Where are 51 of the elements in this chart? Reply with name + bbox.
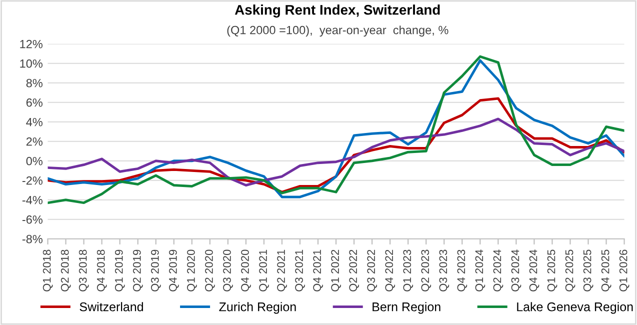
chart-title: Asking Rent Index, Switzerland <box>234 4 440 18</box>
y-tick-label: -2% <box>22 176 42 185</box>
y-tick-label: -4% <box>22 196 42 204</box>
x-tick-label: Q4 2025 <box>601 250 612 292</box>
x-tick-label: Q2 2018 <box>60 250 71 292</box>
x-tick-label: Q2 2021 <box>277 250 287 292</box>
y-tick-label: 8% <box>26 78 42 88</box>
x-tick-label: Q3 2020 <box>223 250 233 292</box>
y-tick-label: 12% <box>20 40 42 48</box>
x-tick-label: Q1 2019 <box>114 250 125 292</box>
x-tick-label: Q3 2022 <box>367 250 378 292</box>
x-tick-label: Q1 2026 <box>619 250 630 292</box>
x-tick-label: Q3 2021 <box>295 250 305 292</box>
x-tick-label: Q3 2019 <box>150 250 161 292</box>
legend-label: Switzerland <box>80 302 143 312</box>
y-tick-label: 4% <box>26 118 42 126</box>
x-tick-label: Q4 2022 <box>385 250 396 292</box>
x-tick-label: Q3 2024 <box>511 250 522 292</box>
legend-label: Zurich Region <box>219 302 296 314</box>
x-tick-label: Q1 2018 <box>42 250 53 292</box>
x-tick-label: Q4 2023 <box>457 250 468 292</box>
x-tick-label: Q1 2023 <box>403 250 414 292</box>
x-tick-label: Q4 2018 <box>96 250 107 292</box>
x-tick-label: Q4 2024 <box>529 250 540 292</box>
legend-label: Bern Region <box>372 302 440 314</box>
y-tick-label: -8% <box>22 234 42 244</box>
x-tick-label: Q2 2022 <box>349 250 360 292</box>
x-tick-label: Q2 2023 <box>421 250 432 292</box>
x-tick-label: Q2 2025 <box>565 250 576 292</box>
x-tick-label: Q1 2025 <box>547 250 558 292</box>
x-tick-label: Q2 2020 <box>205 250 215 292</box>
legend-label: Lake Geneva Region <box>517 302 633 314</box>
y-tick-label: 10% <box>20 59 42 68</box>
y-tick-label: 2% <box>26 137 42 146</box>
chart-subtitle: (Q1 2000 =100), year-on-year change, % <box>227 26 448 37</box>
x-tick-label: Q2 2024 <box>493 250 504 292</box>
x-tick-label: Q4 2019 <box>168 250 179 292</box>
x-tick-label: Q1 2024 <box>475 250 486 292</box>
x-tick-label: Q1 2021 <box>259 250 269 292</box>
y-tick-label: 0% <box>26 156 42 166</box>
line-series <box>48 118 624 186</box>
x-tick-label: Q3 2018 <box>78 250 89 292</box>
x-tick-label: Q3 2025 <box>583 250 594 292</box>
x-tick-label: Q4 2020 <box>241 250 251 292</box>
y-tick-label: -6% <box>22 215 42 224</box>
x-tick-label: Q3 2023 <box>439 250 450 292</box>
x-tick-label: Q4 2021 <box>313 250 323 292</box>
x-tick-label: Q2 2019 <box>132 250 143 292</box>
x-tick-label: Q1 2022 <box>331 250 341 292</box>
x-tick-label: Q1 2020 <box>187 250 197 292</box>
y-tick-label: 6% <box>26 98 42 107</box>
